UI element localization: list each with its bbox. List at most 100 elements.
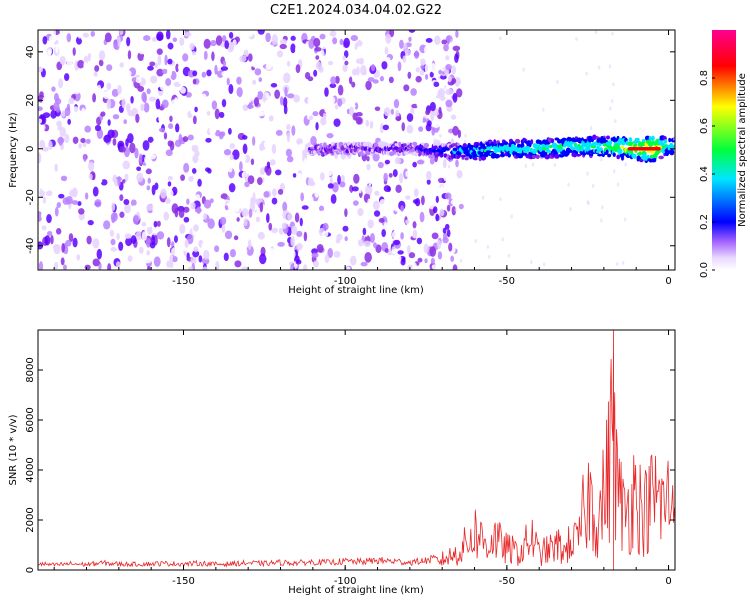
heatmap-cell — [66, 59, 73, 70]
heatmap-cell — [612, 82, 615, 87]
heatmap-cell — [133, 132, 137, 138]
heatmap-cell — [40, 212, 45, 219]
heatmap-cell — [369, 120, 374, 129]
heatmap-cell — [90, 101, 96, 111]
heatmap-cell — [330, 194, 337, 204]
heatmap-cell — [218, 208, 224, 215]
heatmap-cell — [233, 202, 240, 213]
snr-y-tick-label: 2000 — [25, 507, 36, 532]
heatmap-cell — [318, 210, 326, 219]
heatmap-cell — [450, 255, 455, 262]
snr-x-tick-label: -100 — [334, 576, 357, 587]
heatmap-cell — [139, 263, 146, 270]
heatmap-cell — [214, 108, 220, 120]
heatmap-cell — [217, 99, 222, 110]
heatmap-cell — [320, 116, 327, 126]
snr-y-label: SNR (10 * v/v) — [8, 414, 19, 485]
heatmap-cell — [90, 55, 98, 63]
heatmap-cell — [341, 252, 349, 260]
heatmap-signal-cell — [607, 153, 612, 158]
heatmap-cell — [67, 118, 71, 125]
heatmap-cell — [61, 110, 66, 118]
heatmap-cell — [259, 253, 267, 265]
heatmap-cell — [405, 219, 410, 225]
heatmap-cell — [52, 244, 60, 250]
heatmap-signal-cell — [494, 150, 498, 153]
heatmap-cell — [451, 65, 457, 75]
heatmap-cell — [429, 157, 435, 165]
heatmap-cell — [292, 144, 300, 152]
heatmap-cell — [109, 169, 114, 178]
heatmap-cell — [209, 198, 214, 204]
heatmap-cell — [378, 218, 385, 223]
heatmap-cell — [56, 216, 63, 222]
heatmap-cell — [410, 201, 416, 209]
heatmap-signal-cell — [520, 142, 525, 149]
heatmap-cell — [241, 208, 249, 217]
heatmap-cell — [229, 142, 236, 149]
heatmap-cell — [234, 260, 242, 268]
heatmap-cell — [233, 235, 239, 241]
heatmap-cell — [256, 208, 260, 217]
heatmap-cell — [124, 173, 129, 182]
heatmap-cell — [239, 66, 244, 73]
heatmap-cell — [232, 111, 236, 123]
heatmap-cell — [346, 266, 351, 270]
heatmap-cell — [344, 236, 348, 242]
heatmap-cell — [163, 132, 168, 140]
heatmap-cell — [204, 59, 210, 69]
heatmap-cell — [231, 130, 236, 141]
heatmap-cell — [401, 257, 406, 263]
heatmap-cell — [413, 188, 419, 197]
heatmap-y-tick-label: -40 — [25, 238, 36, 254]
heatmap-cell — [400, 232, 404, 240]
heatmap-signal-cell — [628, 137, 633, 143]
heatmap-cell — [175, 63, 179, 73]
heatmap-cell — [278, 227, 284, 235]
heatmap-cell — [124, 233, 132, 239]
heatmap-cell — [160, 188, 167, 199]
heatmap-cell — [189, 42, 195, 51]
heatmap-cell — [60, 175, 68, 182]
heatmap-cell — [182, 136, 189, 143]
heatmap-cell — [287, 213, 293, 221]
heatmap-cell — [359, 57, 364, 65]
heatmap-signal-cell — [531, 154, 536, 159]
heatmap-cell — [82, 223, 88, 229]
heatmap-signal-cell — [572, 138, 578, 143]
heatmap-cell — [360, 64, 367, 76]
heatmap-signal-cell — [612, 152, 616, 157]
heatmap-cell — [391, 249, 396, 254]
heatmap-cell — [224, 40, 230, 50]
heatmap-cell — [286, 155, 294, 163]
heatmap-cell — [127, 109, 135, 117]
heatmap-cell — [271, 69, 278, 80]
heatmap-cell — [430, 257, 435, 265]
heatmap-cell — [66, 33, 72, 43]
heatmap-cell — [369, 233, 375, 244]
heatmap-cell — [61, 96, 65, 106]
heatmap-cell — [585, 71, 588, 76]
heatmap-cell — [160, 221, 165, 227]
heatmap-cell — [362, 227, 367, 236]
heatmap-signal-cell — [433, 145, 438, 149]
heatmap-cell — [72, 47, 76, 56]
heatmap-cell — [429, 101, 436, 112]
heatmap-signal-cell — [460, 154, 467, 158]
snr-y-ticks: 0 2000 4000 6000 8000 — [25, 357, 675, 573]
heatmap-cell — [531, 162, 535, 167]
heatmap-cell — [258, 77, 263, 83]
heatmap-cell — [69, 129, 76, 136]
heatmap-cell — [314, 46, 322, 52]
heatmap-cell — [431, 86, 438, 98]
heatmap-cell — [200, 93, 207, 104]
heatmap-signal-cell — [612, 137, 618, 143]
heatmap-cell — [357, 207, 364, 217]
heatmap-cell — [179, 37, 185, 46]
heatmap-cell — [357, 239, 364, 247]
heatmap-cell — [221, 98, 227, 108]
heatmap-signal-cell — [494, 153, 500, 159]
heatmap-cell — [452, 264, 458, 270]
heatmap-cell — [86, 208, 94, 214]
heatmap-cell — [82, 32, 90, 38]
